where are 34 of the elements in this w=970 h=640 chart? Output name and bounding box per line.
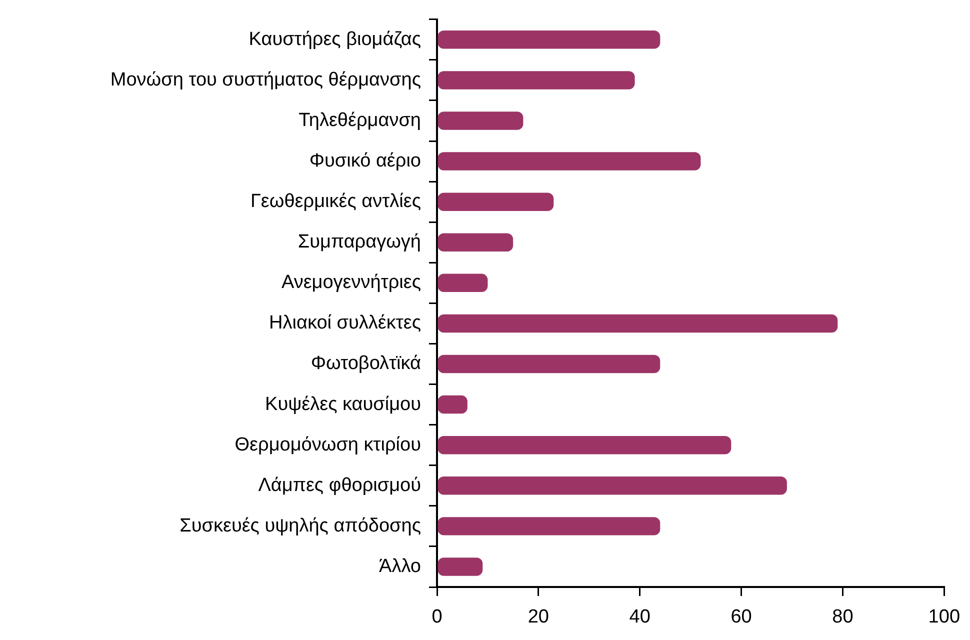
y-tick-label: Λάμπες φθορισμού [258, 474, 421, 496]
bar [438, 517, 660, 536]
bar [438, 314, 838, 333]
x-tick-label: 60 [730, 606, 752, 628]
bar [438, 354, 660, 374]
bar [438, 558, 483, 576]
y-tick-label: Θερμομόνωση κτιρίου [234, 434, 421, 456]
x-tick-label: 20 [528, 606, 549, 628]
y-tick-label: Τηλεθέρμανση [298, 110, 421, 131]
y-tick-label: Συμπαραγωγή [298, 232, 421, 253]
bar [438, 30, 660, 49]
y-tick-label: Φυσικό αέριο [309, 150, 421, 172]
bar [438, 436, 732, 454]
y-tick-label: Φωτοβολτϊκά [310, 353, 422, 374]
bar [438, 192, 554, 211]
x-tick-label: 40 [629, 606, 650, 628]
x-tick-label: 80 [832, 606, 854, 628]
bar [438, 274, 488, 292]
y-tick-label: Ανεμογεννήτριες [281, 272, 421, 294]
y-tick-label: Μονώση του συστήματος θέρμανσης [110, 69, 421, 90]
x-tick-label: 0 [432, 606, 442, 628]
y-tick-label: Κυψέλες καυσίμου [265, 394, 421, 415]
y-tick-label: Ηλιακοί συλλέκτες [269, 312, 421, 334]
x-tick-label: 100 [928, 606, 960, 628]
y-tick-label: Γεωθερμικές αντλίες [250, 191, 421, 212]
bar [438, 112, 524, 130]
bar [438, 395, 468, 414]
y-tick-label: Συσκευές υψηλής απόδοσης [180, 515, 421, 536]
y-tick-label: Καυστήρες βιομάζας [248, 28, 421, 50]
bar [438, 476, 787, 495]
bar [438, 152, 701, 170]
y-tick-label: Άλλο [379, 556, 421, 577]
bar [438, 233, 514, 252]
bar [438, 71, 635, 90]
